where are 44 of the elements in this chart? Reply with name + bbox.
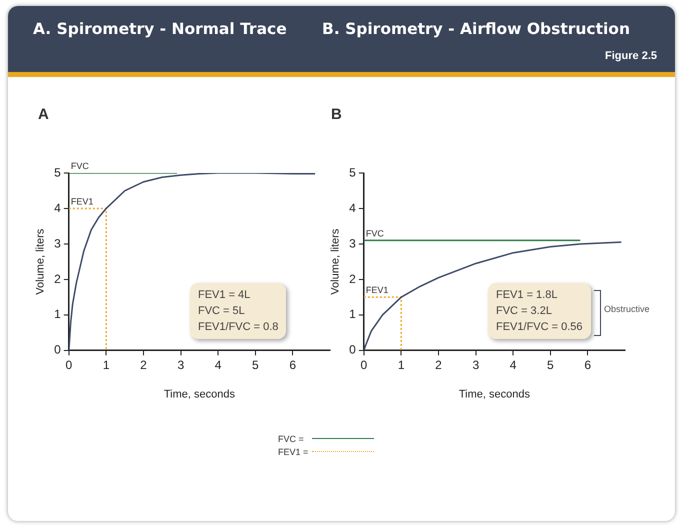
x-tick-label: 1 — [102, 358, 110, 372]
x-tick-label: 0 — [66, 358, 73, 372]
chart-title: A. Spirometry - Normal Trace — [33, 20, 287, 38]
x-tick-label: 1 — [398, 358, 405, 372]
x-axis-title: Time, seconds — [458, 388, 530, 400]
annotation: FVC — [366, 228, 384, 238]
x-axis-title: Time, seconds — [164, 388, 236, 400]
x-tick-label: 3 — [472, 358, 480, 372]
y-tick-label: 5 — [54, 165, 62, 180]
x-tick-label: 2 — [140, 358, 148, 372]
y-tick-label: 3 — [54, 236, 62, 250]
y-tick-label: 2 — [54, 272, 62, 286]
chart-subtitle: A — [38, 106, 49, 123]
text: FEV1 = — [278, 446, 310, 456]
y-tick-label: 1 — [54, 307, 62, 322]
y-tick-label: 5 — [349, 165, 356, 180]
y-axis-title: Volume, liters — [34, 228, 47, 295]
y-tick-label: 1 — [349, 307, 356, 322]
caption: Figure 2.5 — [605, 50, 657, 62]
x-tick-label: 4 — [214, 358, 222, 372]
annotation: Obstructive — [604, 304, 650, 314]
x-tick-label: 0 — [360, 358, 368, 372]
y-tick-label: 0 — [54, 342, 62, 357]
x-tick-label: 5 — [252, 358, 260, 372]
y-tick-label: 4 — [349, 200, 356, 215]
chart-subtitle: B — [331, 106, 342, 123]
y-tick-label: 3 — [349, 236, 356, 250]
chart-title: B. Spirometry - Airflow Obstruction — [322, 20, 630, 38]
annotation: FVC — [70, 160, 90, 171]
x-tick-label: 4 — [510, 358, 517, 372]
x-tick-label: 3 — [177, 358, 184, 372]
y-tick-label: 4 — [54, 200, 62, 215]
annotation: FEV1 — [70, 196, 94, 206]
text: FVC = — [278, 434, 305, 444]
x-tick-label: 2 — [435, 358, 442, 372]
x-tick-label: 5 — [547, 358, 554, 372]
x-tick-label: 6 — [584, 358, 592, 372]
x-tick-label: 6 — [289, 358, 296, 372]
annotation: FEV1 — [366, 285, 388, 296]
annotation: FEV1 = 4L FVC = 5L FEV1/FVC = 0.8 — [190, 283, 286, 339]
y-tick-label: 0 — [349, 342, 356, 357]
y-axis-title: Volume, liters — [330, 228, 342, 295]
annotation: FEV1 = 1.8L FVC = 3.2L FEV1/FVC = 0.56 — [488, 283, 591, 339]
y-tick-label: 2 — [349, 272, 356, 286]
